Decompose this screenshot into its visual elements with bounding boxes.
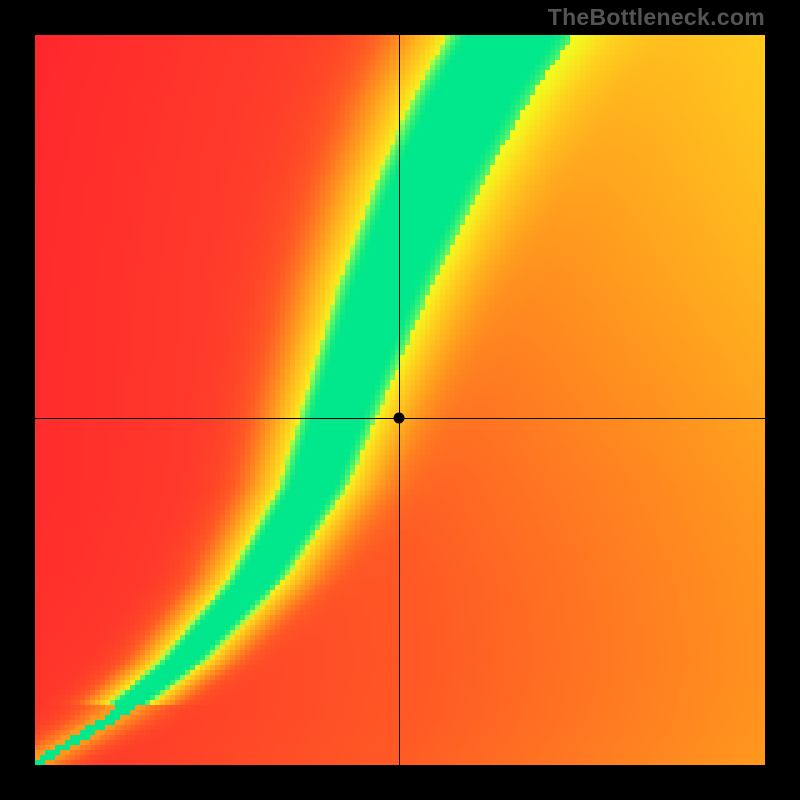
watermark-text: TheBottleneck.com bbox=[548, 4, 765, 31]
plot-area bbox=[35, 35, 765, 765]
crosshair-vertical bbox=[399, 35, 400, 765]
chart-frame: TheBottleneck.com bbox=[0, 0, 800, 800]
crosshair-marker bbox=[394, 413, 405, 424]
